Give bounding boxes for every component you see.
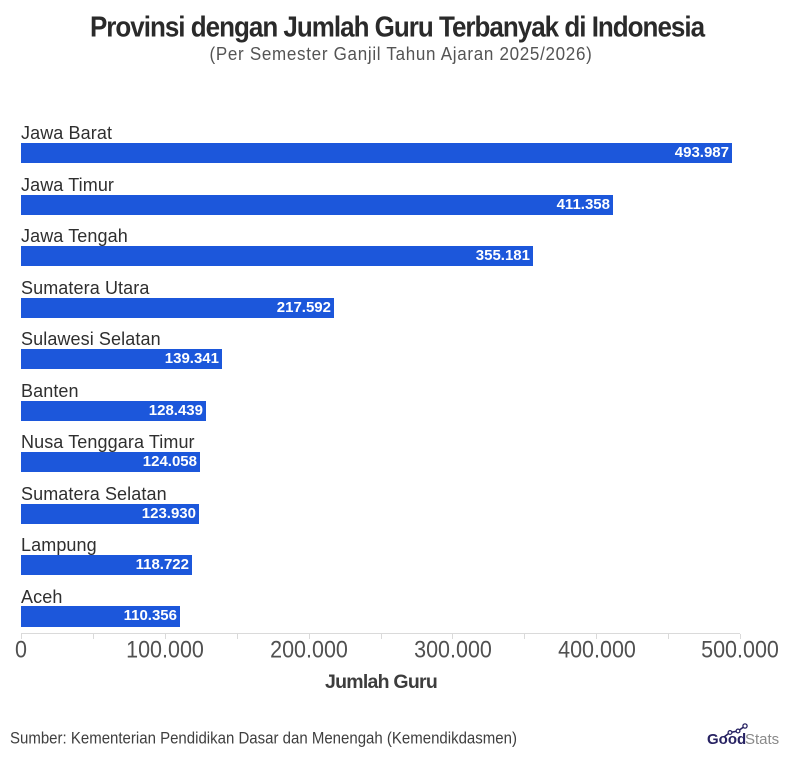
svg-text:Stats: Stats — [745, 731, 779, 748]
svg-text:Good: Good — [707, 731, 746, 748]
